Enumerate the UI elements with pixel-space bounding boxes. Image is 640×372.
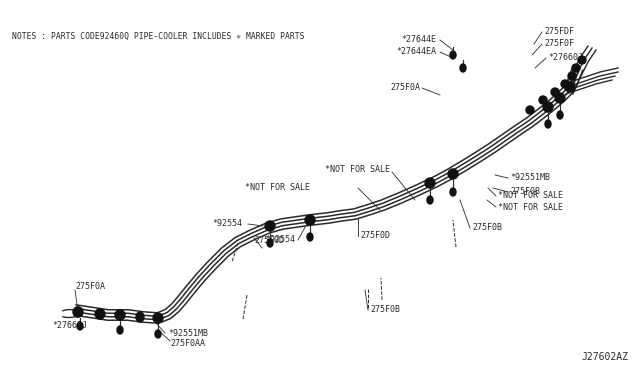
Circle shape — [526, 106, 534, 114]
Ellipse shape — [307, 233, 313, 241]
Text: 275F0A: 275F0A — [390, 83, 420, 93]
Ellipse shape — [77, 322, 83, 330]
Circle shape — [95, 309, 105, 319]
Ellipse shape — [136, 312, 144, 322]
Circle shape — [543, 102, 553, 112]
Ellipse shape — [117, 326, 123, 334]
Text: 275F0B: 275F0B — [510, 187, 540, 196]
Text: 275F0B: 275F0B — [472, 224, 502, 232]
Circle shape — [73, 307, 83, 317]
Circle shape — [425, 178, 435, 188]
Circle shape — [551, 88, 559, 96]
Circle shape — [578, 56, 586, 64]
Text: *NOT FOR SALE: *NOT FOR SALE — [245, 183, 310, 192]
Ellipse shape — [96, 309, 104, 319]
Text: 275F0AA: 275F0AA — [170, 340, 205, 349]
Ellipse shape — [450, 188, 456, 196]
Text: 275F0D: 275F0D — [360, 231, 390, 241]
Ellipse shape — [155, 330, 161, 338]
Text: *NOT FOR SALE: *NOT FOR SALE — [325, 166, 390, 174]
Text: *NOT FOR SALE: *NOT FOR SALE — [498, 202, 563, 212]
Text: NOTES : PARTS CODE92460Q PIPE-COOLER INCLUDES ✳ MARKED PARTS: NOTES : PARTS CODE92460Q PIPE-COOLER INC… — [12, 32, 305, 41]
Ellipse shape — [267, 239, 273, 247]
Text: *27644EA: *27644EA — [396, 48, 436, 57]
Text: *92554: *92554 — [212, 219, 242, 228]
Text: *27644E: *27644E — [401, 35, 436, 45]
Ellipse shape — [74, 307, 82, 317]
Ellipse shape — [450, 51, 456, 59]
Text: *92551MB: *92551MB — [510, 173, 550, 183]
Text: 275F0F: 275F0F — [544, 39, 574, 48]
Text: 275FDF: 275FDF — [544, 28, 574, 36]
Circle shape — [568, 72, 576, 80]
Text: *27660J: *27660J — [548, 54, 583, 62]
Circle shape — [555, 93, 565, 103]
Circle shape — [115, 310, 125, 320]
Text: 275F0A: 275F0A — [75, 282, 105, 291]
Text: 275F0D: 275F0D — [254, 236, 284, 245]
Circle shape — [565, 82, 575, 92]
Text: J27602AZ: J27602AZ — [581, 352, 628, 362]
Circle shape — [561, 80, 569, 88]
Circle shape — [265, 221, 275, 231]
Circle shape — [153, 313, 163, 323]
Text: 275F0B: 275F0B — [370, 305, 400, 314]
Ellipse shape — [460, 64, 466, 72]
Ellipse shape — [557, 111, 563, 119]
Circle shape — [539, 96, 547, 104]
Text: *92551MB: *92551MB — [168, 328, 208, 337]
Text: *27660J: *27660J — [52, 321, 87, 330]
Text: *NOT FOR SALE: *NOT FOR SALE — [498, 192, 563, 201]
Circle shape — [305, 215, 315, 225]
Text: *92554: *92554 — [265, 235, 295, 244]
Ellipse shape — [545, 120, 551, 128]
Ellipse shape — [427, 196, 433, 204]
Circle shape — [572, 64, 580, 72]
Ellipse shape — [116, 310, 124, 320]
Circle shape — [448, 169, 458, 179]
